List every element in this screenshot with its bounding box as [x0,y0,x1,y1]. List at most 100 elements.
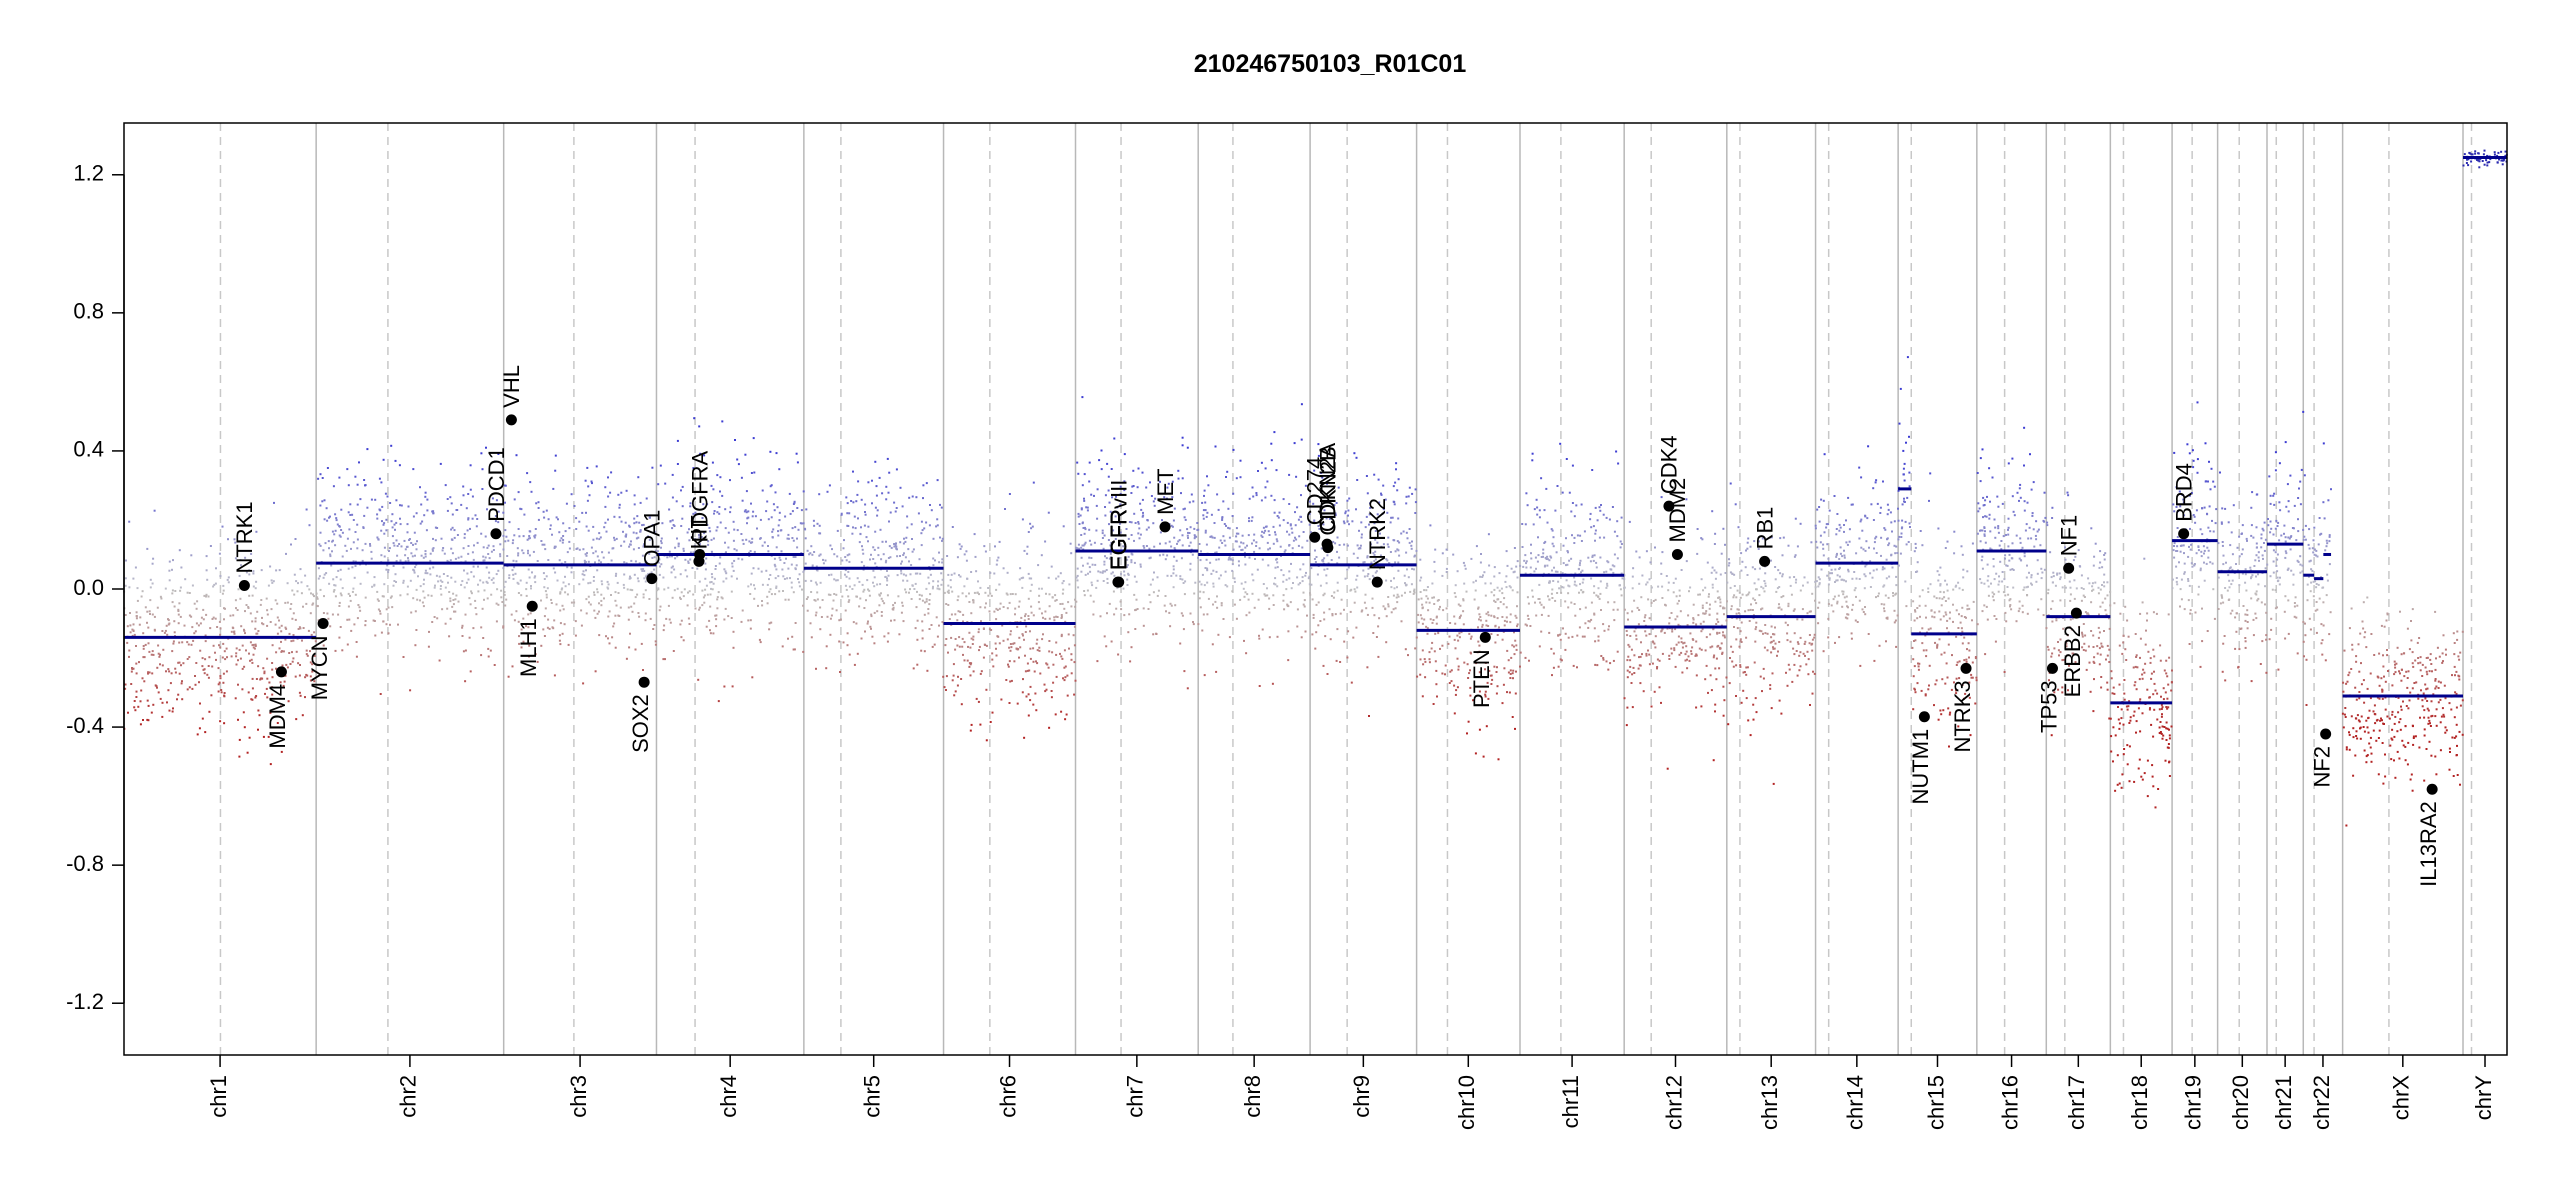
probe-point [1616,608,1619,611]
probe-point [1266,594,1269,597]
probe-point [1159,531,1162,534]
probe-point [1664,603,1666,606]
probe-point [698,534,700,536]
probe-point [1104,506,1106,508]
probe-point [1307,577,1310,580]
probe-point [1866,517,1869,520]
probe-point [1426,597,1429,600]
probe-point [297,628,300,630]
probe-point [1632,666,1635,669]
probe-point [1030,577,1033,580]
probe-point [587,529,590,532]
probe-point [1696,528,1699,530]
probe-point [1856,621,1859,623]
probe-point [1231,515,1234,517]
probe-point [1349,610,1352,613]
probe-point [1034,692,1037,695]
probe-point [1571,635,1574,638]
probe-point [1087,572,1089,575]
probe-point [681,485,684,488]
probe-point [1567,584,1570,587]
probe-point [851,588,854,590]
probe-point [1503,619,1506,622]
probe-point [158,655,161,658]
probe-point [596,612,599,615]
probe-point [1302,563,1305,566]
probe-point [970,571,973,573]
probe-point [257,728,259,731]
probe-point [266,677,269,680]
probe-point [1758,629,1761,632]
probe-point [1617,462,1620,465]
probe-point [852,526,854,529]
probe-point [1531,459,1534,462]
probe-point [400,545,403,548]
probe-point [248,569,251,572]
probe-point [551,626,554,629]
probe-point [1661,628,1664,631]
probe-point [876,514,879,517]
probe-point [154,684,157,687]
probe-point [1013,642,1016,645]
probe-point [1697,614,1700,617]
probe-point [190,643,193,646]
probe-point [1074,605,1077,608]
probe-point [1290,527,1293,530]
probe-point [126,641,129,644]
probe-point [1456,634,1459,637]
probe-point [954,638,957,640]
probe-point [1666,767,1669,770]
probe-point [505,598,508,601]
probe-point [854,527,857,530]
probe-point [641,554,644,557]
probe-point [1352,636,1355,639]
probe-point [567,583,570,586]
probe-point [133,633,136,636]
probe-point [1487,625,1490,627]
probe-point [198,681,200,684]
probe-point [1527,602,1530,605]
probe-point [519,579,522,582]
probe-point [1095,529,1098,532]
probe-point [634,560,637,563]
probe-point [291,617,294,620]
probe-point [1750,603,1752,606]
probe-point [1544,556,1547,559]
probe-point [1738,591,1741,594]
probe-point [1007,663,1009,666]
probe-point [1051,596,1054,599]
probe-point [441,580,444,583]
probe-point [191,584,194,587]
probe-point [1501,638,1504,641]
probe-point [1651,627,1654,630]
probe-point [1516,560,1519,563]
probe-point [533,576,536,579]
probe-point [1500,587,1503,590]
probe-point [1251,542,1253,545]
probe-point [504,529,507,532]
probe-point [844,609,847,612]
probe-point [297,582,299,585]
probe-point [607,551,610,554]
probe-point [1792,647,1795,650]
probe-point [1629,659,1632,662]
probe-point [1130,492,1133,494]
probe-point [1304,574,1307,577]
probe-point [232,627,235,630]
probe-point [1661,597,1664,599]
probe-point [1568,585,1571,588]
probe-point [1186,687,1189,690]
probe-point [150,711,153,714]
probe-point [629,588,632,591]
probe-point [960,545,963,548]
probe-point [810,591,813,593]
probe-point [1119,522,1122,525]
probe-point [878,476,881,479]
probe-point [1554,509,1557,512]
probe-point [1234,540,1237,543]
probe-point [908,496,911,499]
probe-point [1008,702,1011,704]
probe-point [886,594,889,597]
probe-point [521,549,524,552]
probe-point [1704,586,1707,589]
